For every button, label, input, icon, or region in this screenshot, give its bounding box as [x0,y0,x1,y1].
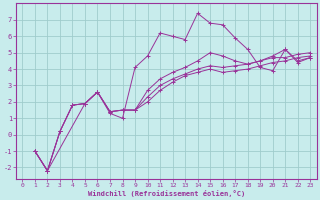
X-axis label: Windchill (Refroidissement éolien,°C): Windchill (Refroidissement éolien,°C) [88,190,245,197]
